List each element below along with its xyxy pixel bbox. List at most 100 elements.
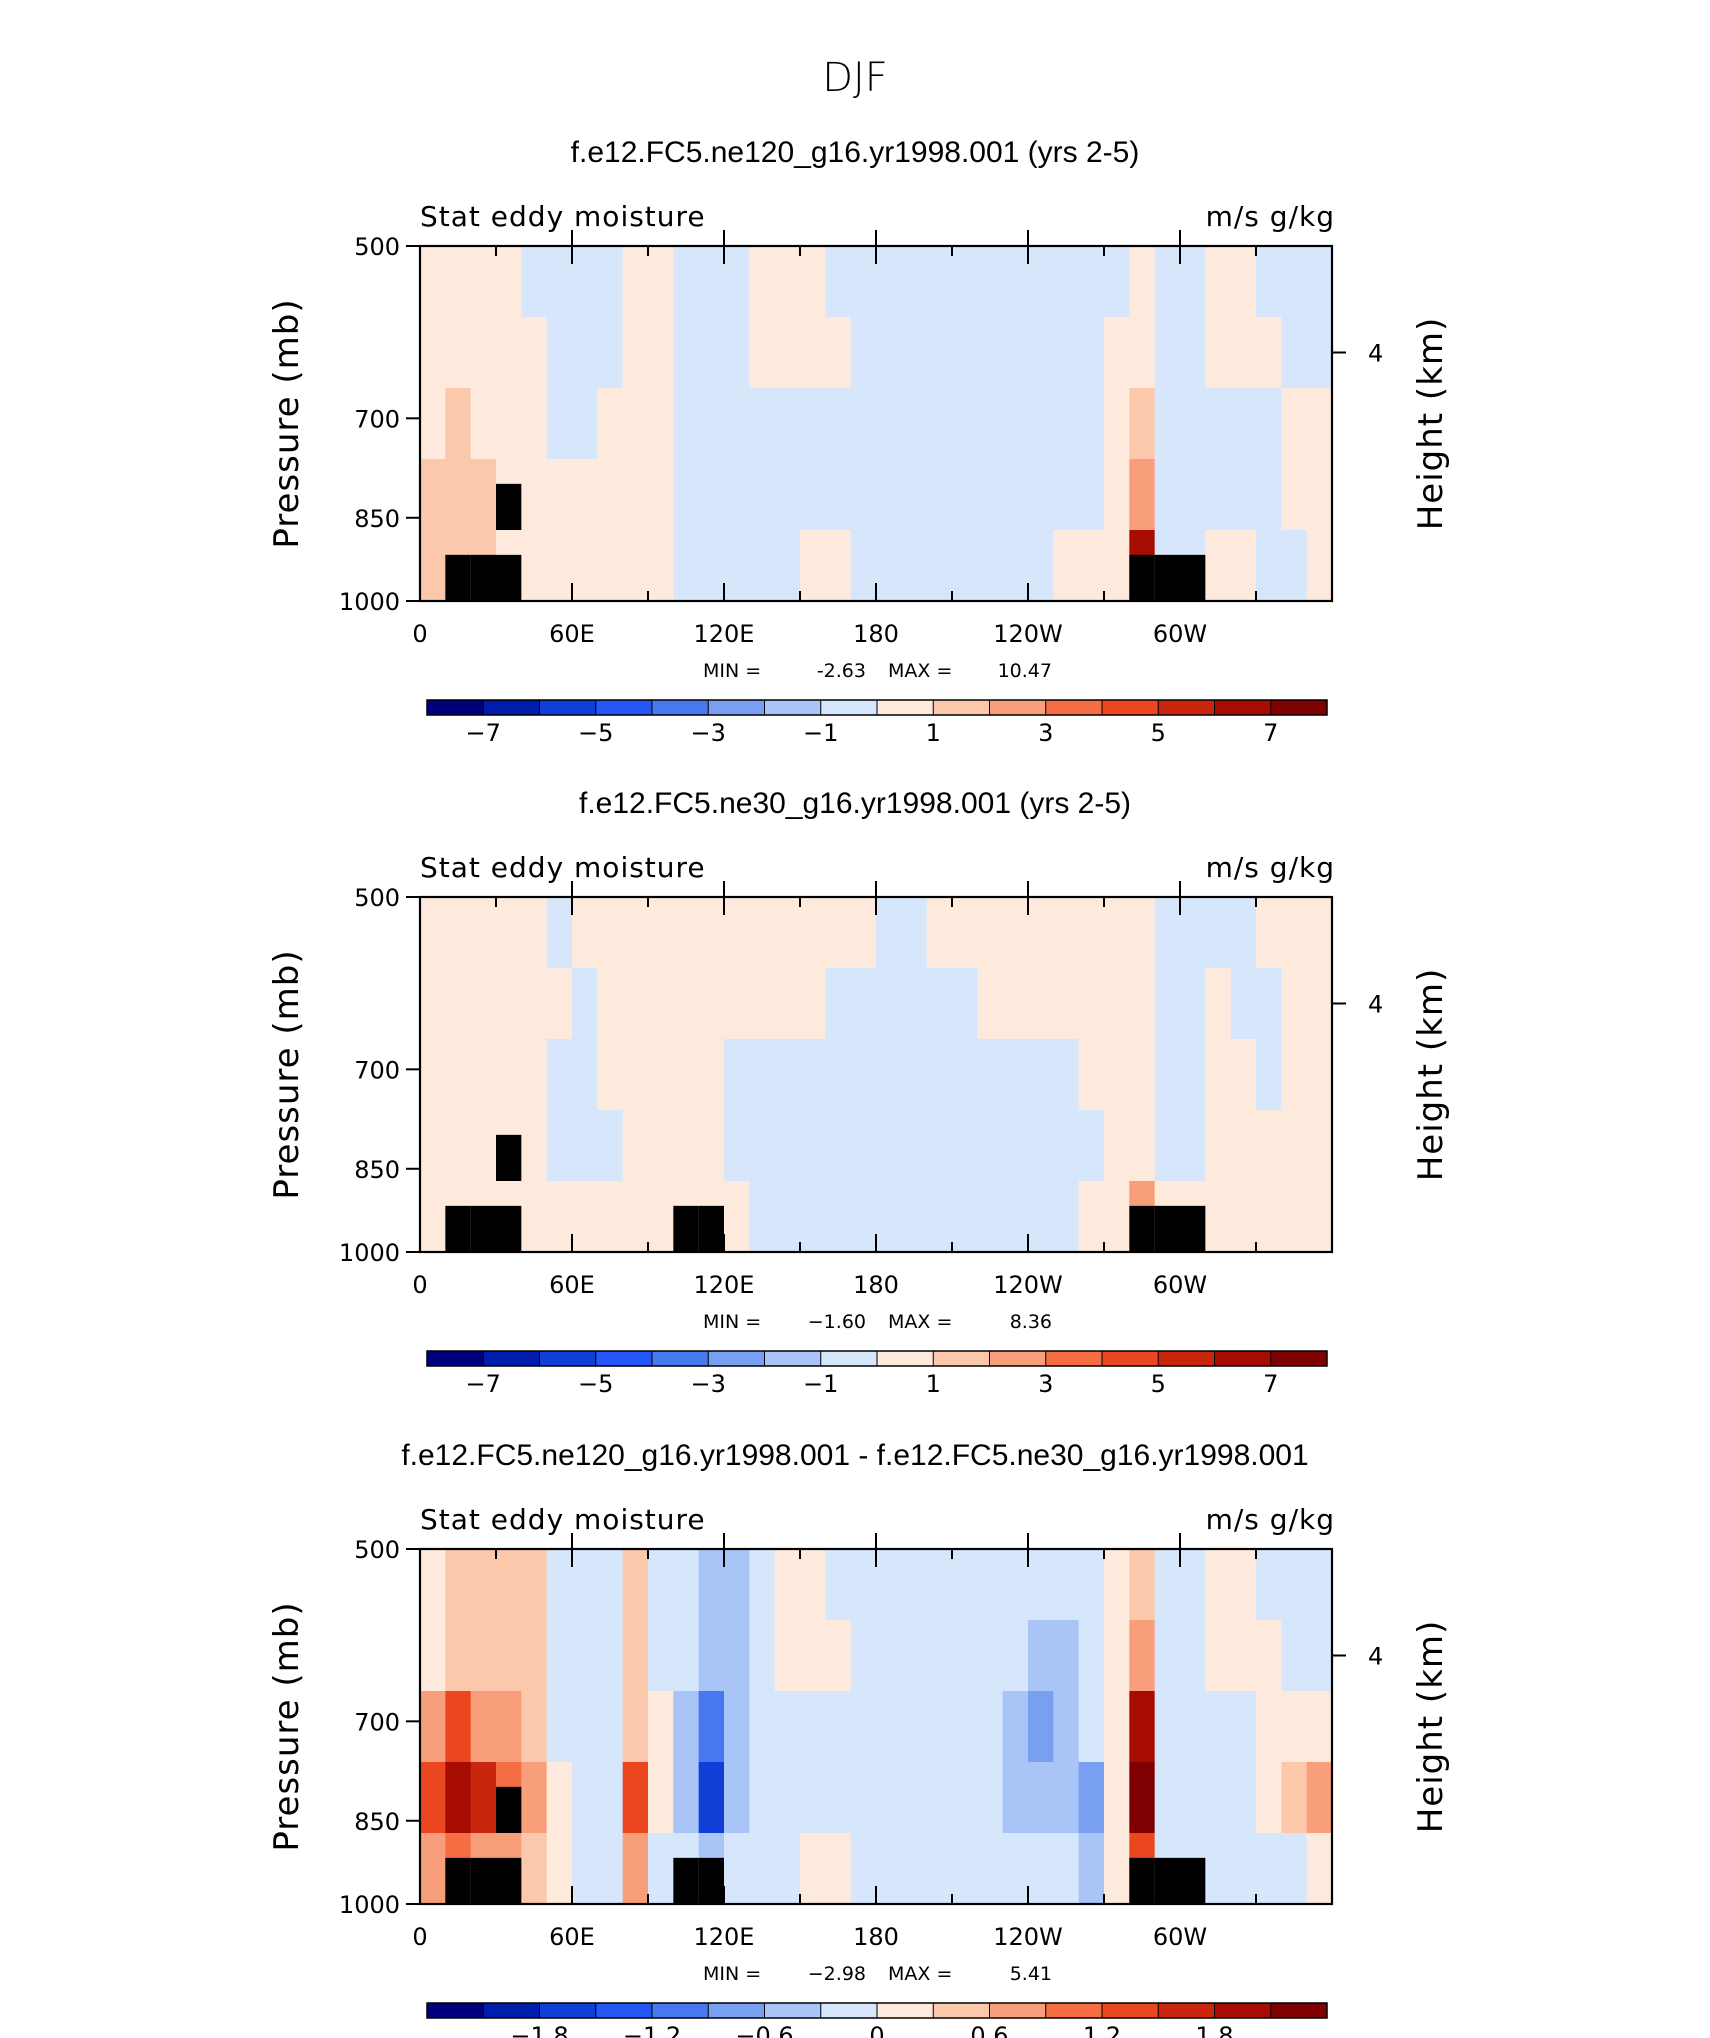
field-cell xyxy=(1104,1691,1130,1763)
field-cell xyxy=(1306,1039,1333,1111)
field-cell xyxy=(1002,1620,1029,1692)
field-cell xyxy=(850,1181,877,1253)
field-cell xyxy=(1104,388,1130,460)
field-cell xyxy=(420,530,446,602)
field-cell xyxy=(800,317,826,389)
colorbar-label: −1.8 xyxy=(510,2022,568,2038)
min-value: -2.63 xyxy=(817,660,866,682)
field-cell xyxy=(496,897,522,969)
field-cell xyxy=(774,459,801,531)
field-cell xyxy=(1078,1039,1105,1111)
field-cell xyxy=(1154,459,1181,531)
field-cell xyxy=(597,1691,624,1763)
field-cell xyxy=(673,1039,700,1111)
field-cell xyxy=(420,246,446,318)
field-cell xyxy=(876,246,902,318)
field-cell xyxy=(470,1039,497,1111)
colorbar-label: 3 xyxy=(1038,1370,1053,1398)
field-cell xyxy=(546,1762,573,1834)
field-cell xyxy=(1053,388,1080,460)
field-cell xyxy=(1205,1039,1232,1111)
field-cell xyxy=(546,246,573,318)
colorbar-swatch xyxy=(427,2003,484,2018)
field-cell xyxy=(1129,1762,1156,1834)
field-cell xyxy=(1205,968,1232,1040)
field-cell xyxy=(698,1039,725,1111)
field-cell xyxy=(1028,530,1054,602)
field-cell xyxy=(901,459,928,531)
field-cell xyxy=(1281,1762,1308,1834)
field-cell xyxy=(952,317,978,389)
topography-mask xyxy=(445,554,471,601)
field-cell xyxy=(850,1833,877,1905)
colorbar-swatch xyxy=(820,1351,878,1366)
field-cell xyxy=(1256,1691,1282,1763)
colorbar-swatch xyxy=(1102,1351,1159,1366)
field-cell xyxy=(698,1762,725,1834)
field-cell xyxy=(648,1833,674,1905)
field-cell xyxy=(648,1762,674,1834)
field-cell xyxy=(1306,1762,1333,1834)
field-cell xyxy=(850,1110,877,1182)
field-cell xyxy=(850,246,877,318)
field-cell xyxy=(724,1110,750,1182)
field-cell xyxy=(1154,1762,1181,1834)
field-cell xyxy=(1180,1762,1206,1834)
field-cell xyxy=(1078,388,1105,460)
min-value: −1.60 xyxy=(808,1311,866,1333)
field-cell xyxy=(800,1833,826,1905)
field-cell xyxy=(445,317,472,389)
field-cell xyxy=(420,968,446,1040)
field-cell xyxy=(1129,459,1156,531)
field-cell xyxy=(1028,1762,1054,1834)
field-cell xyxy=(546,317,573,389)
field-cell xyxy=(673,1110,700,1182)
field-cell xyxy=(597,388,624,460)
field-cell xyxy=(876,1039,902,1111)
field-cell xyxy=(1078,1691,1105,1763)
field-cell xyxy=(673,1549,700,1621)
field-cell xyxy=(926,246,953,318)
field-cell xyxy=(1306,1620,1333,1692)
field-cell xyxy=(1180,1620,1206,1692)
colorbar-swatch xyxy=(933,1351,990,1366)
field-cell xyxy=(926,459,953,531)
field-cell xyxy=(749,968,776,1040)
field-cell xyxy=(470,1110,497,1182)
field-cell xyxy=(724,246,750,318)
field-cell xyxy=(952,1181,978,1253)
field-cell xyxy=(926,388,953,460)
y-right-axis-title: Height (km) xyxy=(1411,1620,1451,1834)
right-string: m/s g/kg xyxy=(1206,851,1335,884)
field-cell xyxy=(1306,317,1333,389)
field-cell xyxy=(496,1691,522,1763)
field-cell xyxy=(1154,1691,1181,1763)
field-cell xyxy=(926,530,953,602)
field-cell xyxy=(1230,388,1257,460)
field-cell xyxy=(445,968,472,1040)
field-cell xyxy=(470,897,497,969)
field-cell xyxy=(1053,1833,1080,1905)
colorbar-swatch xyxy=(989,2003,1047,2018)
field-cell xyxy=(673,1620,700,1692)
colorbar-label: 5 xyxy=(1151,1370,1166,1398)
field-cell xyxy=(496,1549,522,1621)
colorbar-swatch xyxy=(933,700,990,715)
field-cell xyxy=(445,1762,472,1834)
topography-mask xyxy=(1129,554,1155,601)
field-cell xyxy=(1281,530,1308,602)
field-cell xyxy=(901,246,928,318)
field-cell xyxy=(1104,246,1130,318)
max-value: 5.41 xyxy=(1010,1963,1052,1985)
colorbar-swatch xyxy=(764,1351,822,1366)
field-cell xyxy=(1281,897,1308,969)
field-cell xyxy=(546,1110,573,1182)
field-cell xyxy=(1104,459,1130,531)
field-cell xyxy=(572,246,598,318)
field-cell xyxy=(546,530,573,602)
field-cell xyxy=(622,1549,649,1621)
field-cell xyxy=(546,1833,573,1905)
left-string: Stat eddy moisture xyxy=(420,851,706,884)
topography-mask xyxy=(496,554,522,601)
figure-title: DJF xyxy=(822,55,888,101)
